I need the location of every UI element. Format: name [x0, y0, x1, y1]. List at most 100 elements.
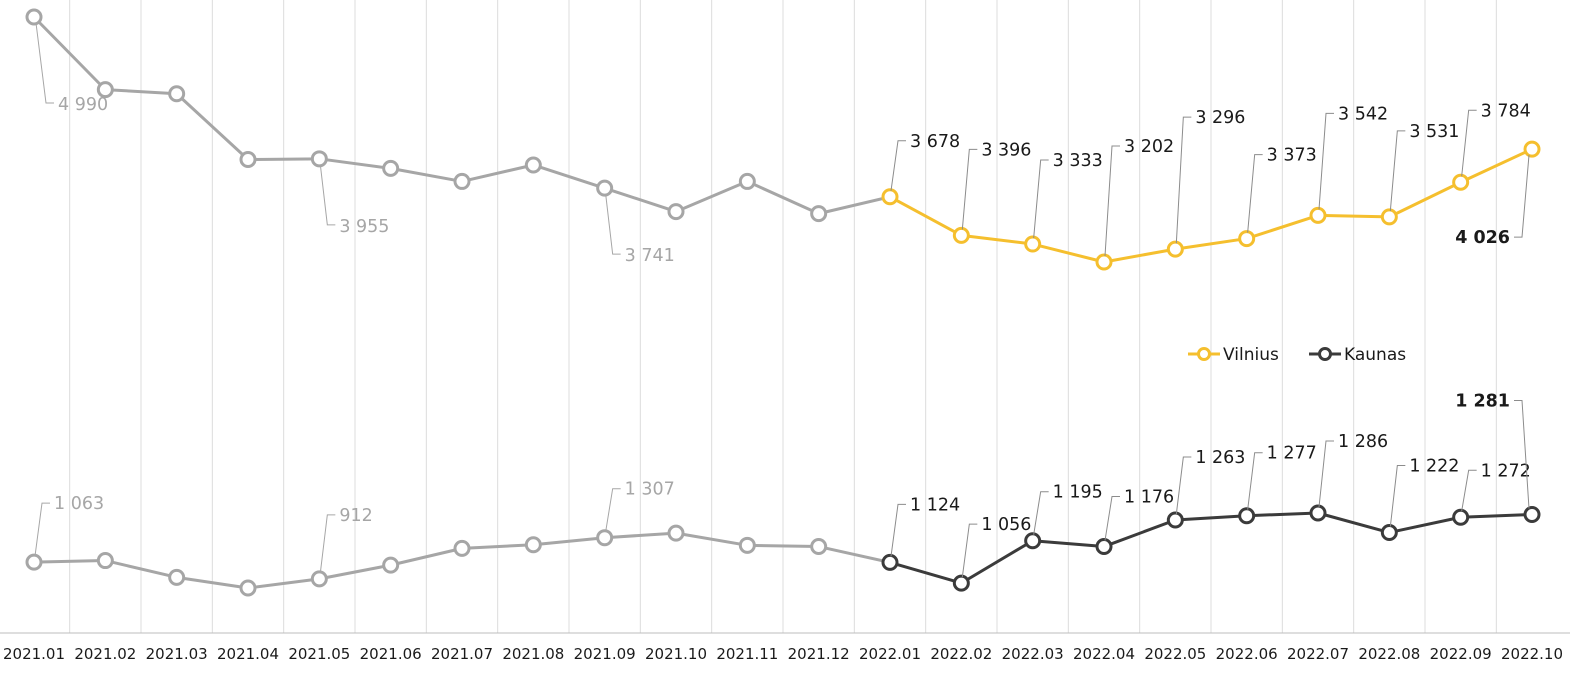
data-label-group: 3 678	[890, 132, 960, 191]
label-leader-line	[961, 148, 978, 230]
data-label: 1 222	[1409, 457, 1459, 477]
data-label-group: 3 542	[1318, 104, 1388, 210]
data-label: 1 307	[625, 480, 675, 500]
data-point	[1452, 173, 1470, 191]
data-label-group: 4 026	[1455, 155, 1530, 248]
label-leader-line	[605, 488, 621, 532]
data-label-group: 1 272	[1461, 461, 1531, 512]
data-label: 1 176	[1124, 488, 1174, 508]
data-point	[239, 151, 257, 169]
series-line-vilnius-2022	[889, 147, 1533, 264]
label-leader-line	[1104, 145, 1120, 257]
data-point	[524, 536, 542, 554]
data-point	[239, 579, 257, 597]
x-tick-label: 2022.06	[1216, 645, 1278, 663]
label-leader-line	[1104, 496, 1120, 541]
data-label-group: 1 124	[890, 495, 960, 557]
data-point	[1380, 208, 1398, 226]
data-label-group: 3 296	[1175, 108, 1245, 244]
data-point	[96, 81, 114, 99]
data-point	[881, 553, 899, 571]
data-label: 3 678	[910, 132, 960, 152]
data-point	[810, 205, 828, 223]
data-point	[738, 172, 756, 190]
label-leader-line	[1514, 400, 1530, 509]
data-label: 1 124	[910, 495, 960, 515]
label-leader-line	[961, 523, 978, 578]
label-leader-line	[1175, 116, 1192, 244]
x-tick-label: 2021.03	[146, 645, 208, 663]
label-leader-line	[35, 22, 54, 104]
x-tick-label: 2022.07	[1287, 645, 1349, 663]
data-label: 1 195	[1053, 483, 1103, 503]
data-point	[1523, 140, 1541, 158]
series-kaunas	[25, 504, 1541, 597]
data-point	[667, 203, 685, 221]
data-label: 1 272	[1481, 461, 1531, 481]
data-label-group: 1 281	[1455, 392, 1530, 509]
data-point	[382, 556, 400, 574]
data-point	[1024, 235, 1042, 253]
x-tick-label: 2021.02	[74, 645, 136, 663]
legend: Vilnius Kaunas	[1188, 345, 1406, 365]
label-leader-line	[1033, 491, 1049, 535]
data-point	[667, 524, 685, 542]
data-point	[1309, 206, 1327, 224]
label-leader-line	[1318, 112, 1334, 210]
data-label-group: 1 307	[605, 480, 675, 532]
series-vilnius	[25, 8, 1541, 271]
label-leader-line	[1389, 130, 1406, 211]
data-point	[810, 538, 828, 556]
label-leader-line	[605, 194, 621, 255]
series-lines	[25, 8, 1541, 597]
data-label: 3 741	[625, 246, 675, 266]
data-label-group: 3 955	[319, 164, 389, 237]
label-leader-line	[34, 502, 50, 557]
data-point	[1095, 538, 1113, 556]
x-tick-label: 2021.04	[217, 645, 279, 663]
data-point	[596, 179, 614, 197]
data-label-group: 3 373	[1247, 146, 1317, 233]
data-label: 1 286	[1338, 432, 1388, 452]
label-leader-line	[319, 514, 336, 573]
label-leader-line	[1318, 440, 1334, 508]
data-label: 3 955	[339, 217, 389, 237]
data-point	[596, 529, 614, 547]
label-leader-line	[1461, 469, 1477, 512]
label-leader-line	[319, 164, 336, 226]
data-label-group: 1 176	[1104, 488, 1174, 541]
data-label: 3 396	[981, 140, 1031, 160]
data-label-group: 1 286	[1318, 432, 1388, 508]
label-leader-line	[1247, 452, 1263, 510]
data-point	[453, 172, 471, 190]
data-labels: 4 990 3 955 3 741 3 678 3 396 3 333 3 202 3 296…	[34, 22, 1531, 578]
legend-item-kaunas: Kaunas	[1309, 345, 1406, 365]
data-point	[1166, 511, 1184, 529]
data-label: 3 784	[1481, 101, 1531, 121]
data-label-group: 1 195	[1033, 483, 1103, 535]
label-leader-line	[1461, 109, 1477, 177]
x-tick-label: 2021.07	[431, 645, 493, 663]
x-tick-label: 2021.05	[288, 645, 350, 663]
data-point	[1095, 253, 1113, 271]
x-tick-label: 2021.08	[502, 645, 564, 663]
series-line-kaunas-2022	[889, 511, 1533, 585]
label-leader-line	[1514, 155, 1530, 238]
x-tick-label: 2021.09	[574, 645, 636, 663]
data-label: 1 277	[1267, 444, 1317, 464]
data-label-group: 1 277	[1247, 444, 1317, 510]
data-label-group: 3 202	[1104, 137, 1174, 257]
data-point	[310, 150, 328, 168]
data-point	[881, 188, 899, 206]
data-label: 4 990	[58, 95, 108, 115]
x-tick-label: 2021.06	[360, 645, 422, 663]
x-tick-label: 2022.02	[930, 645, 992, 663]
data-point	[168, 85, 186, 103]
data-label-group: 3 741	[605, 194, 675, 266]
x-tick-label: 2022.04	[1073, 645, 1135, 663]
data-label-group: 1 263	[1175, 448, 1245, 515]
data-point	[1238, 230, 1256, 248]
x-tick-label: 2022.10	[1501, 645, 1563, 663]
data-point	[310, 570, 328, 588]
label-leader-line	[1175, 456, 1192, 515]
